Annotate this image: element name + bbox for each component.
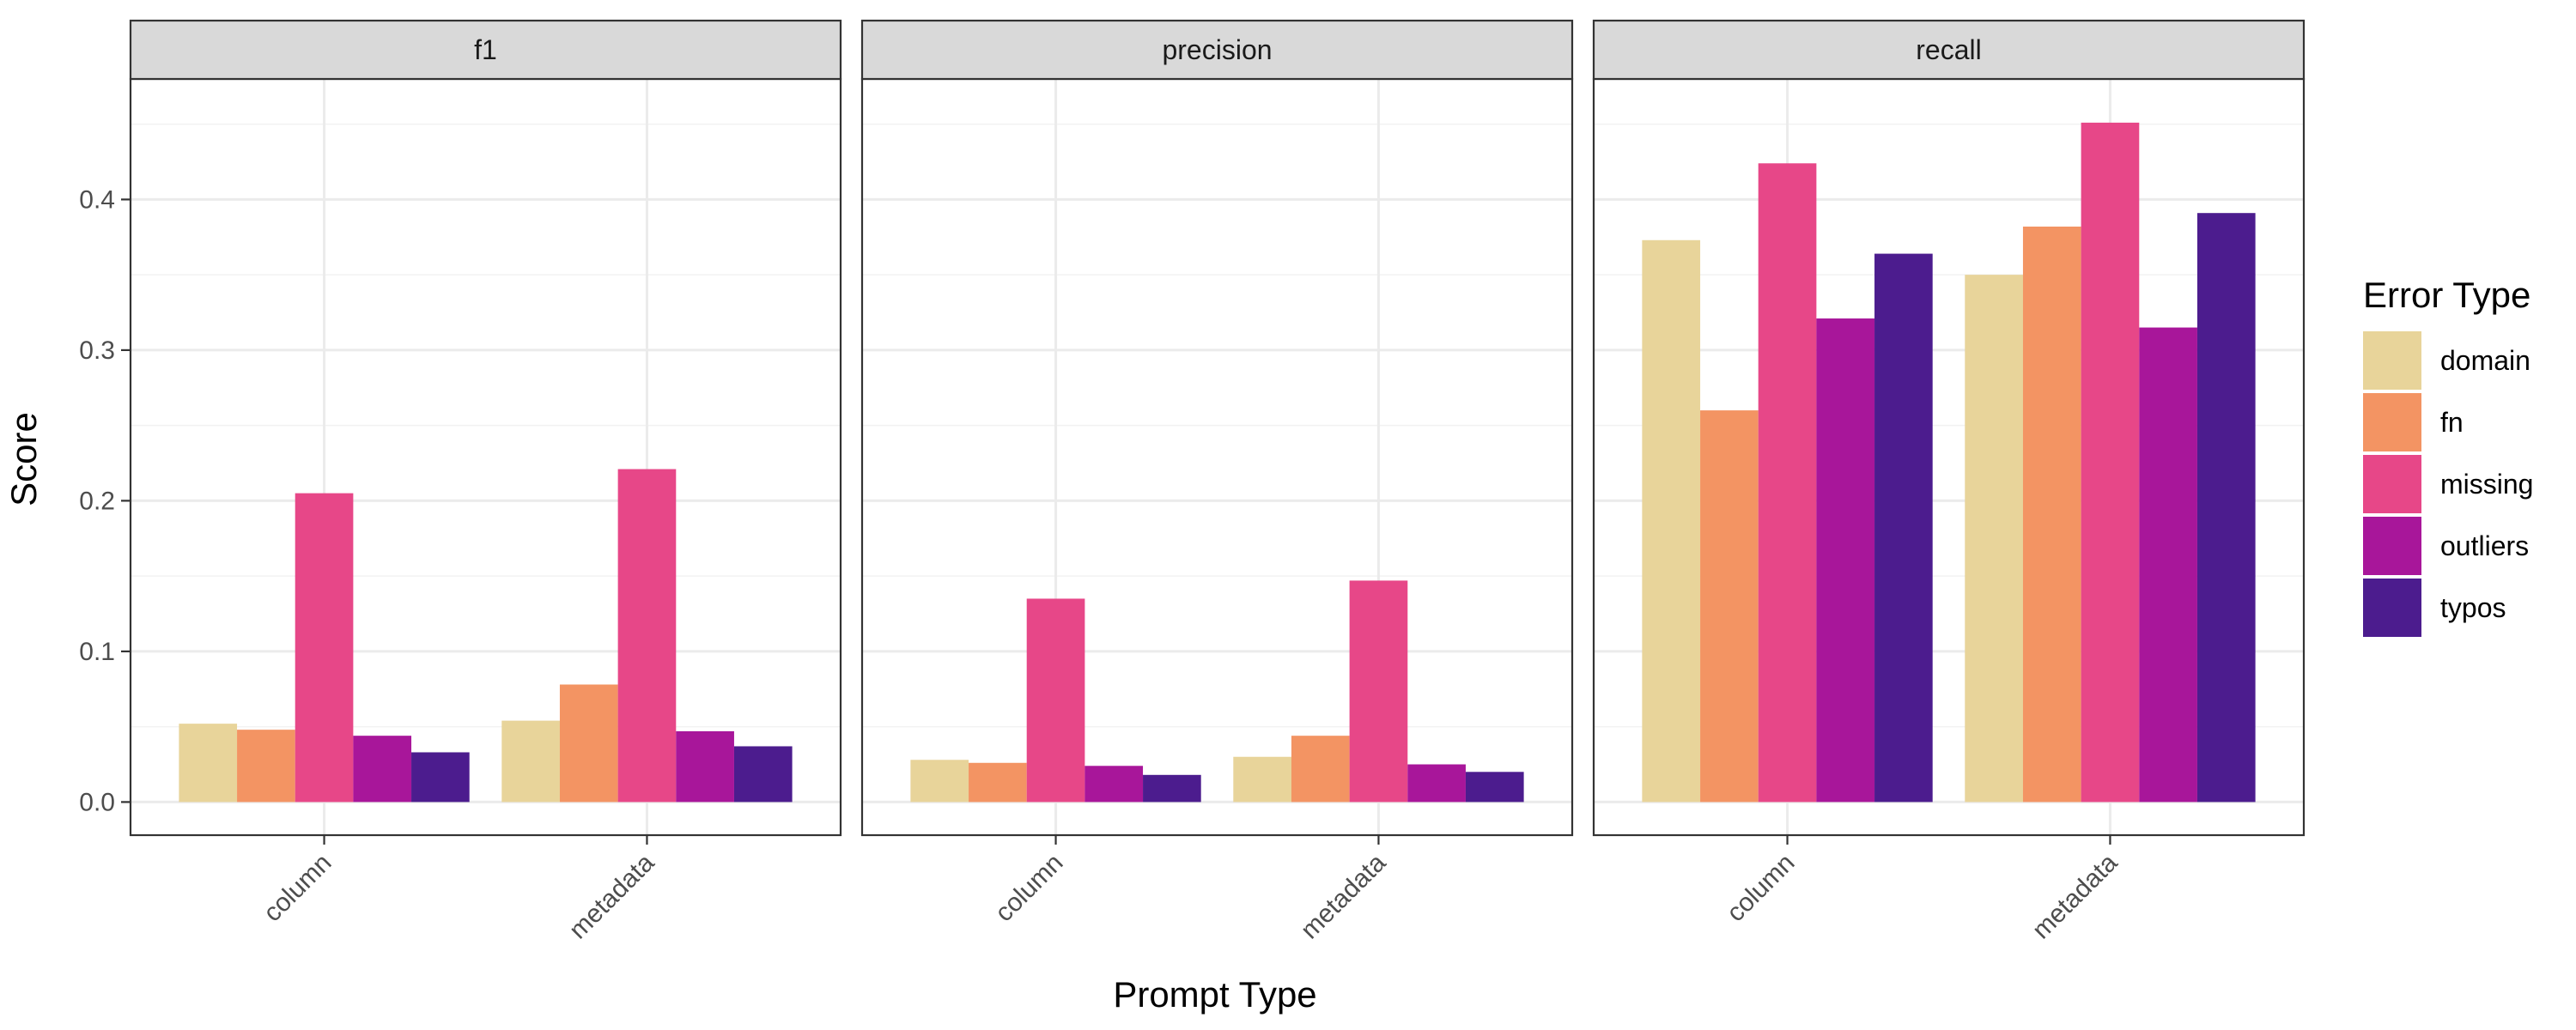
bar-f1-column-domain <box>179 724 238 803</box>
y-tick-label: 0.0 <box>79 788 115 816</box>
panel-background <box>131 79 841 835</box>
legend-label: domain <box>2440 345 2530 376</box>
bar-recall-column-missing <box>1758 163 1817 803</box>
facet-strip <box>860 19 1574 81</box>
legend-key-typos <box>2363 579 2421 637</box>
facet-strip <box>129 19 842 81</box>
bar-precision-column-domain <box>910 760 969 803</box>
bar-f1-metadata-outliers <box>676 730 734 803</box>
legend-key-missing <box>2363 455 2421 513</box>
facet-recall: recall column metadata <box>1592 19 2306 944</box>
bar-f1-column-missing <box>295 493 354 803</box>
bar-precision-column-missing <box>1026 598 1085 803</box>
legend-label: outliers <box>2440 530 2529 561</box>
y-tick-label: 0.3 <box>79 336 115 365</box>
bar-precision-metadata-fn <box>1291 736 1350 803</box>
y-tick-label: 0.1 <box>79 638 115 666</box>
legend: Error Type domain fn missing outliers typos <box>2363 275 2533 637</box>
bar-f1-metadata-domain <box>501 720 560 803</box>
x-tick-label: column <box>258 849 337 928</box>
bar-f1-column-typos <box>411 752 470 803</box>
bar-recall-column-domain <box>1642 239 1701 803</box>
facet-precision: precision column metadata <box>860 19 1574 944</box>
bar-f1-metadata-typos <box>733 746 793 803</box>
x-tick-label: metadata <box>1296 848 1392 944</box>
bar-f1-metadata-missing <box>617 469 677 803</box>
bar-recall-metadata-typos <box>2196 213 2256 803</box>
legend-label: fn <box>2440 407 2464 438</box>
y-tick-label: 0.4 <box>79 185 115 214</box>
bar-precision-metadata-missing <box>1349 580 1408 803</box>
bar-recall-column-outliers <box>1816 318 1875 803</box>
bar-precision-column-outliers <box>1084 766 1144 803</box>
bar-f1-metadata-fn <box>559 684 618 803</box>
legend-key-outliers <box>2363 517 2421 575</box>
x-axis-title: Prompt Type <box>1113 974 1316 1015</box>
bar-recall-column-fn <box>1700 410 1759 803</box>
facet-strip <box>1592 19 2306 81</box>
legend-label: missing <box>2440 469 2533 500</box>
bar-recall-metadata-outliers <box>2139 327 2197 803</box>
y-axis-title: Score <box>3 412 44 506</box>
bar-precision-column-typos <box>1143 774 1201 803</box>
facet-strip-label: recall <box>1916 34 1981 65</box>
x-tick-label: column <box>990 849 1069 928</box>
facet-strip-label: precision <box>1162 34 1272 65</box>
bar-precision-metadata-outliers <box>1407 764 1466 803</box>
facet-f1: f1 column metadata <box>129 19 842 944</box>
bar-recall-column-typos <box>1874 253 1933 803</box>
legend-label: typos <box>2440 592 2506 623</box>
x-tick-label: metadata <box>2027 848 2123 944</box>
bar-recall-metadata-domain <box>1965 275 2023 803</box>
legend-title: Error Type <box>2363 275 2530 315</box>
bar-precision-column-fn <box>969 762 1027 803</box>
facet-strip-label: f1 <box>474 34 497 65</box>
panel-background <box>862 79 1572 835</box>
y-axis: 0.0 0.1 0.2 0.3 0.4 <box>79 185 131 816</box>
bar-recall-metadata-missing <box>2081 122 2140 803</box>
bar-precision-metadata-typos <box>1465 772 1524 803</box>
bar-recall-metadata-fn <box>2022 226 2081 803</box>
legend-key-fn <box>2363 393 2421 451</box>
y-tick-label: 0.2 <box>79 487 115 515</box>
bar-f1-column-outliers <box>353 736 412 803</box>
x-tick-label: metadata <box>564 848 660 944</box>
x-tick-label: column <box>1722 849 1801 928</box>
bar-f1-column-fn <box>237 730 295 803</box>
bar-precision-metadata-domain <box>1233 756 1291 803</box>
legend-key-domain <box>2363 331 2421 390</box>
